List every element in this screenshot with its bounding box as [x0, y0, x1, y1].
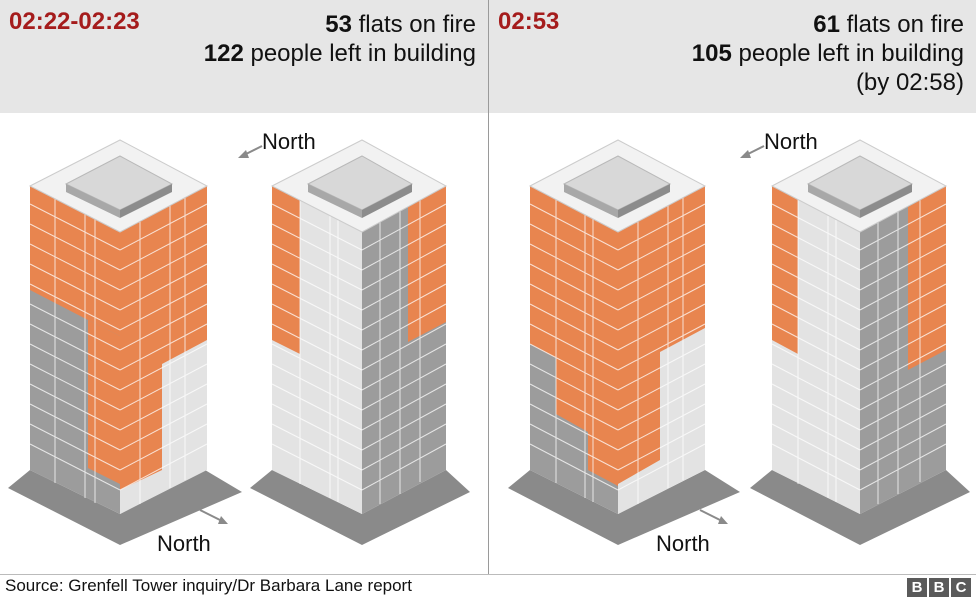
people-count: 122	[203, 40, 244, 67]
people-count: 105	[691, 40, 732, 67]
tower-shadow	[750, 470, 970, 545]
fire-zone	[908, 186, 946, 370]
north-label: North	[262, 129, 316, 154]
time-note: (by 02:58)	[855, 69, 964, 96]
north-arrow-upper-left: North	[238, 129, 316, 158]
tower-left-a	[8, 139, 242, 545]
flats-label: flats on fire	[846, 11, 964, 38]
flats-count: 53	[325, 11, 352, 38]
stats-block: 53 flats on fire 122 people left in buil…	[204, 10, 476, 68]
time-label: 02:53	[498, 8, 560, 35]
tower-right-a	[508, 139, 740, 545]
north-label: North	[157, 531, 211, 556]
tower-left-b	[250, 139, 470, 545]
bbc-logo: B B C	[907, 578, 971, 597]
logo-letter: C	[951, 578, 971, 597]
fire-zone	[408, 186, 446, 342]
tower-shadow	[250, 470, 470, 545]
panel-header-left: 02:22-02:23 53 flats on fire 122 people …	[0, 0, 488, 113]
north-arrow-lower-right: North	[656, 509, 728, 556]
flats-label: flats on fire	[358, 11, 476, 38]
tower-shadow	[508, 470, 740, 545]
source-caption: Source: Grenfell Tower inquiry/Dr Barbar…	[5, 576, 412, 595]
fire-zone	[530, 186, 618, 486]
logo-letter: B	[929, 578, 949, 597]
time-label: 02:22-02:23	[9, 8, 140, 35]
north-label: North	[656, 531, 710, 556]
north-label: North	[764, 129, 818, 154]
north-arrow-upper-right: North	[740, 129, 818, 158]
footer-divider	[0, 574, 976, 575]
logo-letter: B	[907, 578, 927, 597]
people-label: people left in building	[738, 40, 964, 67]
north-arrow-lower-left: North	[157, 509, 228, 556]
tower-right-b	[750, 139, 970, 545]
stats-block: 61 flats on fire 105 people left in buil…	[692, 10, 964, 97]
tower-diagrams: North North North North	[0, 114, 976, 574]
panel-divider	[488, 0, 489, 574]
panel-header-right: 02:53 61 flats on fire 105 people left i…	[489, 0, 976, 113]
tower-shadow	[8, 470, 242, 545]
flats-count: 61	[813, 11, 840, 38]
people-label: people left in building	[250, 40, 476, 67]
fire-zone	[772, 186, 798, 354]
